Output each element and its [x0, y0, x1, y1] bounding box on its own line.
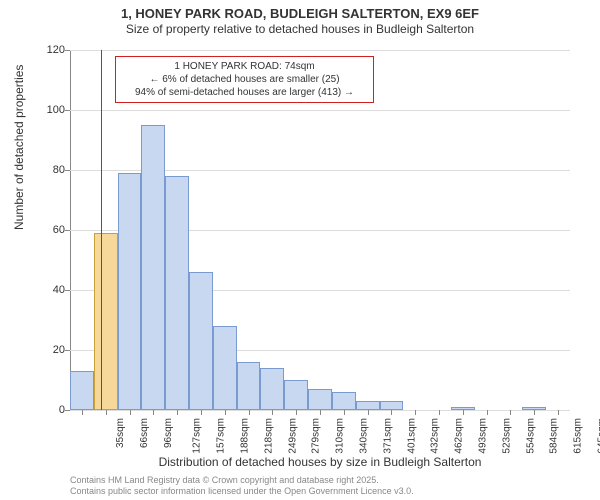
- histogram-bar: [284, 380, 308, 410]
- annotation-line: 1 HONEY PARK ROAD: 74sqm: [122, 60, 367, 73]
- y-tick-label: 120: [35, 44, 65, 56]
- x-tick-mark: [272, 410, 273, 415]
- histogram-bar: [356, 401, 380, 410]
- histogram-bar: [165, 176, 189, 410]
- subject-marker-line: [101, 50, 102, 410]
- x-tick-label: 96sqm: [163, 418, 174, 448]
- x-tick-label: 523sqm: [501, 418, 512, 454]
- x-tick-label: 66sqm: [139, 418, 150, 448]
- x-tick-label: 584sqm: [549, 418, 560, 454]
- x-axis-label: Distribution of detached houses by size …: [70, 455, 570, 469]
- x-tick-mark: [320, 410, 321, 415]
- y-tick-mark: [65, 290, 70, 291]
- x-tick-label: 310sqm: [335, 418, 346, 454]
- histogram-bar: [189, 272, 213, 410]
- x-tick-label: 279sqm: [311, 418, 322, 454]
- x-tick-mark: [558, 410, 559, 415]
- histogram-bar: [141, 125, 165, 410]
- x-tick-mark: [463, 410, 464, 415]
- x-tick-label: 371sqm: [382, 418, 393, 454]
- x-tick-label: 127sqm: [192, 418, 203, 454]
- x-tick-label: 615sqm: [573, 418, 584, 454]
- x-tick-label: 401sqm: [406, 418, 417, 454]
- chart-subtitle: Size of property relative to detached ho…: [0, 22, 600, 37]
- x-tick-label: 462sqm: [454, 418, 465, 454]
- histogram-bar: [70, 371, 94, 410]
- x-tick-mark: [487, 410, 488, 415]
- x-tick-mark: [249, 410, 250, 415]
- annotation-line: ← 6% of detached houses are smaller (25): [122, 73, 367, 86]
- histogram-bar: [237, 362, 261, 410]
- x-tick-mark: [201, 410, 202, 415]
- histogram-bar: [118, 173, 142, 410]
- x-tick-mark: [368, 410, 369, 415]
- y-axis-label: Number of detached properties: [12, 65, 26, 230]
- annotation-box: 1 HONEY PARK ROAD: 74sqm← 6% of detached…: [115, 56, 374, 103]
- y-tick-label: 20: [35, 344, 65, 356]
- y-tick-label: 60: [35, 224, 65, 236]
- attribution-line1: Contains HM Land Registry data © Crown c…: [70, 475, 414, 486]
- histogram-bar: [260, 368, 284, 410]
- y-tick-label: 0: [35, 404, 65, 416]
- x-tick-mark: [534, 410, 535, 415]
- x-tick-label: 432sqm: [430, 418, 441, 454]
- x-tick-mark: [106, 410, 107, 415]
- x-tick-label: 554sqm: [525, 418, 536, 454]
- y-tick-mark: [65, 50, 70, 51]
- x-tick-mark: [510, 410, 511, 415]
- chart-title: 1, HONEY PARK ROAD, BUDLEIGH SALTERTON, …: [0, 6, 600, 22]
- x-tick-label: 35sqm: [115, 418, 126, 448]
- gridline: [70, 110, 570, 111]
- x-tick-mark: [391, 410, 392, 415]
- y-axis: 020406080100120: [35, 50, 65, 410]
- y-tick-label: 100: [35, 104, 65, 116]
- x-tick-mark: [344, 410, 345, 415]
- x-tick-mark: [296, 410, 297, 415]
- x-tick-label: 218sqm: [263, 418, 274, 454]
- x-tick-mark: [82, 410, 83, 415]
- chart-title-block: 1, HONEY PARK ROAD, BUDLEIGH SALTERTON, …: [0, 0, 600, 37]
- histogram-bar: [380, 401, 404, 410]
- x-tick-mark: [439, 410, 440, 415]
- attribution: Contains HM Land Registry data © Crown c…: [70, 475, 414, 497]
- y-tick-mark: [65, 230, 70, 231]
- histogram-bar: [213, 326, 237, 410]
- gridline: [70, 50, 570, 51]
- y-tick-mark: [65, 110, 70, 111]
- y-tick-label: 40: [35, 284, 65, 296]
- x-tick-mark: [153, 410, 154, 415]
- x-tick-mark: [225, 410, 226, 415]
- plot-area: 1 HONEY PARK ROAD: 74sqm← 6% of detached…: [70, 50, 570, 410]
- x-tick-label: 340sqm: [359, 418, 370, 454]
- attribution-line2: Contains public sector information licen…: [70, 486, 414, 497]
- y-tick-mark: [65, 350, 70, 351]
- y-tick-mark: [65, 410, 70, 411]
- histogram-bar: [332, 392, 356, 410]
- x-tick-label: 157sqm: [216, 418, 227, 454]
- y-tick-mark: [65, 170, 70, 171]
- annotation-line: 94% of semi-detached houses are larger (…: [122, 86, 367, 99]
- x-tick-label: 249sqm: [287, 418, 298, 454]
- histogram-bar: [94, 233, 118, 410]
- x-tick-label: 493sqm: [478, 418, 489, 454]
- x-tick-label: 188sqm: [240, 418, 251, 454]
- x-tick-mark: [130, 410, 131, 415]
- histogram-bar: [308, 389, 332, 410]
- y-tick-label: 80: [35, 164, 65, 176]
- x-tick-mark: [177, 410, 178, 415]
- x-tick-mark: [415, 410, 416, 415]
